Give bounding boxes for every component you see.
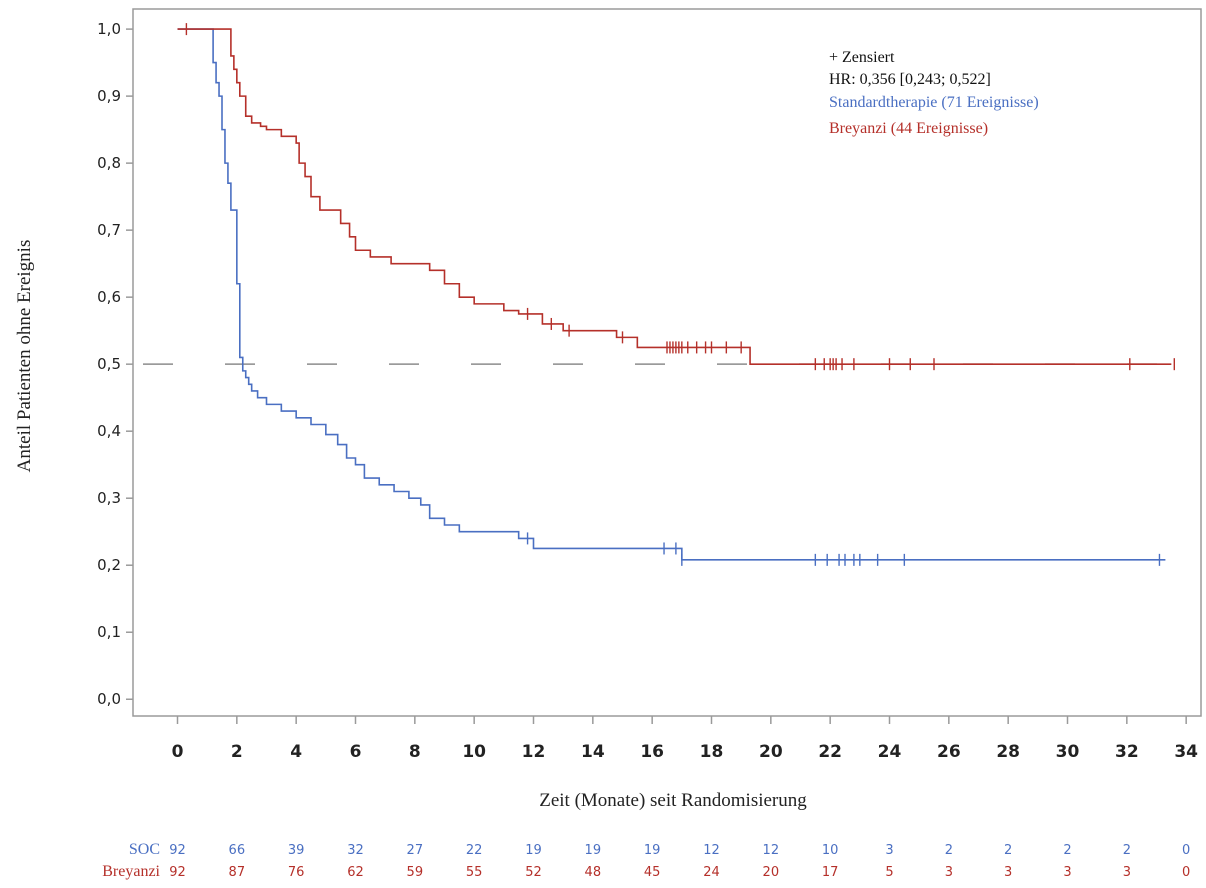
risk-value-soc: 19 xyxy=(585,843,602,858)
plot-area-border xyxy=(132,8,1202,717)
risk-value-breyanzi: 87 xyxy=(229,865,246,880)
risk-value-soc: 39 xyxy=(288,843,305,858)
risk-value-soc: 3 xyxy=(885,843,893,858)
y-tick-label: 0,5 xyxy=(97,355,121,373)
risk-value-soc: 27 xyxy=(407,843,424,858)
x-tick-label: 10 xyxy=(462,742,486,762)
x-tick-label: 22 xyxy=(818,742,842,762)
y-tick-label: 0,8 xyxy=(97,154,121,172)
risk-value-soc: 66 xyxy=(229,843,246,858)
risk-value-soc: 19 xyxy=(525,843,542,858)
plot-frame xyxy=(132,8,1202,717)
x-tick-label: 6 xyxy=(350,742,362,762)
risk-row-label-breyanzi: Breyanzi xyxy=(102,863,160,880)
y-tick-label: 0,6 xyxy=(97,288,121,306)
x-tick-label: 18 xyxy=(700,742,724,762)
legend-hr: HR: 0,356 [0,243; 0,522] xyxy=(829,71,991,88)
risk-value-breyanzi: 92 xyxy=(169,865,186,880)
km-curve-breyanzi xyxy=(177,28,1172,365)
risk-value-breyanzi: 45 xyxy=(644,865,661,880)
x-tick-label: 0 xyxy=(172,742,184,762)
x-tick-label: 26 xyxy=(937,742,961,762)
y-tick-label: 0,9 xyxy=(97,87,121,105)
y-tick-label: 0,2 xyxy=(97,556,121,574)
y-axis: 0,0 0,1 0,2 0,3 0,4 0,5 0,6 0,7 0,8 0,9 1,0 xyxy=(97,20,133,708)
x-tick-label: 12 xyxy=(522,742,546,762)
risk-value-breyanzi: 24 xyxy=(703,865,720,880)
x-tick-label: 2 xyxy=(231,742,243,762)
risk-value-soc: 2 xyxy=(1063,843,1071,858)
x-tick-label: 16 xyxy=(640,742,664,762)
x-tick-label: 20 xyxy=(759,742,783,762)
y-tick-label: 0,7 xyxy=(97,221,121,239)
risk-value-soc: 10 xyxy=(822,843,839,858)
x-tick-label: 4 xyxy=(290,742,302,762)
survival-curves xyxy=(177,23,1176,566)
risk-value-breyanzi: 3 xyxy=(1123,865,1131,880)
risk-value-breyanzi: 3 xyxy=(1004,865,1012,880)
x-tick-label: 32 xyxy=(1115,742,1139,762)
risk-value-breyanzi: 5 xyxy=(885,865,893,880)
risk-value-soc: 19 xyxy=(644,843,661,858)
legend: + Zensiert HR: 0,356 [0,243; 0,522] Stan… xyxy=(829,49,1039,137)
risk-value-breyanzi: 3 xyxy=(945,865,953,880)
risk-value-breyanzi: 17 xyxy=(822,865,839,880)
risk-value-breyanzi: 48 xyxy=(585,865,602,880)
x-tick-label: 8 xyxy=(409,742,421,762)
risk-value-soc: 22 xyxy=(466,843,483,858)
y-tick-label: 1,0 xyxy=(97,20,121,38)
risk-value-soc: 12 xyxy=(763,843,780,858)
x-tick-label: 30 xyxy=(1056,742,1080,762)
x-tick-label: 34 xyxy=(1174,742,1198,762)
legend-entry-soc: Standardtherapie (71 Ereignisse) xyxy=(829,94,1039,111)
risk-value-soc: 2 xyxy=(1123,843,1131,858)
legend-entry-breyanzi: Breyanzi (44 Ereignisse) xyxy=(829,120,988,137)
risk-value-soc: 2 xyxy=(1004,843,1012,858)
y-tick-label: 0,4 xyxy=(97,422,121,440)
x-tick-label: 14 xyxy=(581,742,605,762)
risk-value-breyanzi: 55 xyxy=(466,865,483,880)
risk-value-breyanzi: 62 xyxy=(347,865,364,880)
x-tick-label: 24 xyxy=(878,742,902,762)
risk-value-soc: 0 xyxy=(1182,843,1190,858)
legend-hr-label: HR xyxy=(829,71,852,88)
risk-value-soc: 12 xyxy=(703,843,720,858)
km-curve-soc xyxy=(177,28,1166,561)
risk-value-soc: 92 xyxy=(169,843,186,858)
risk-value-soc: 32 xyxy=(347,843,364,858)
x-axis: 0 2 4 6 8 10 12 14 16 18 20 22 24 26 28 30 32 34 xyxy=(172,716,1198,762)
risk-value-breyanzi: 59 xyxy=(407,865,424,880)
number-at-risk-table: SOC Breyanzi 92 66 39 32 27 22 19 19 19 12 12 10 3 2 2… xyxy=(102,841,1190,880)
legend-censored: + Zensiert xyxy=(829,49,895,66)
risk-value-soc: 2 xyxy=(945,843,953,858)
risk-value-breyanzi: 3 xyxy=(1063,865,1071,880)
y-axis-label: Anteil Patienten ohne Ereignis xyxy=(14,240,35,473)
risk-value-breyanzi: 76 xyxy=(288,865,305,880)
y-tick-label: 0,0 xyxy=(97,690,121,708)
risk-value-breyanzi: 0 xyxy=(1182,865,1190,880)
x-tick-label: 28 xyxy=(996,742,1020,762)
x-axis-label: Zeit (Monate) seit Randomisierung xyxy=(539,790,807,811)
y-tick-label: 0,1 xyxy=(97,623,121,641)
risk-value-breyanzi: 20 xyxy=(763,865,780,880)
legend-hr-value: : 0,356 [0,243; 0,522] xyxy=(851,71,991,88)
risk-row-label-soc: SOC xyxy=(129,841,160,858)
risk-value-breyanzi: 52 xyxy=(525,865,542,880)
y-tick-label: 0,3 xyxy=(97,489,121,507)
